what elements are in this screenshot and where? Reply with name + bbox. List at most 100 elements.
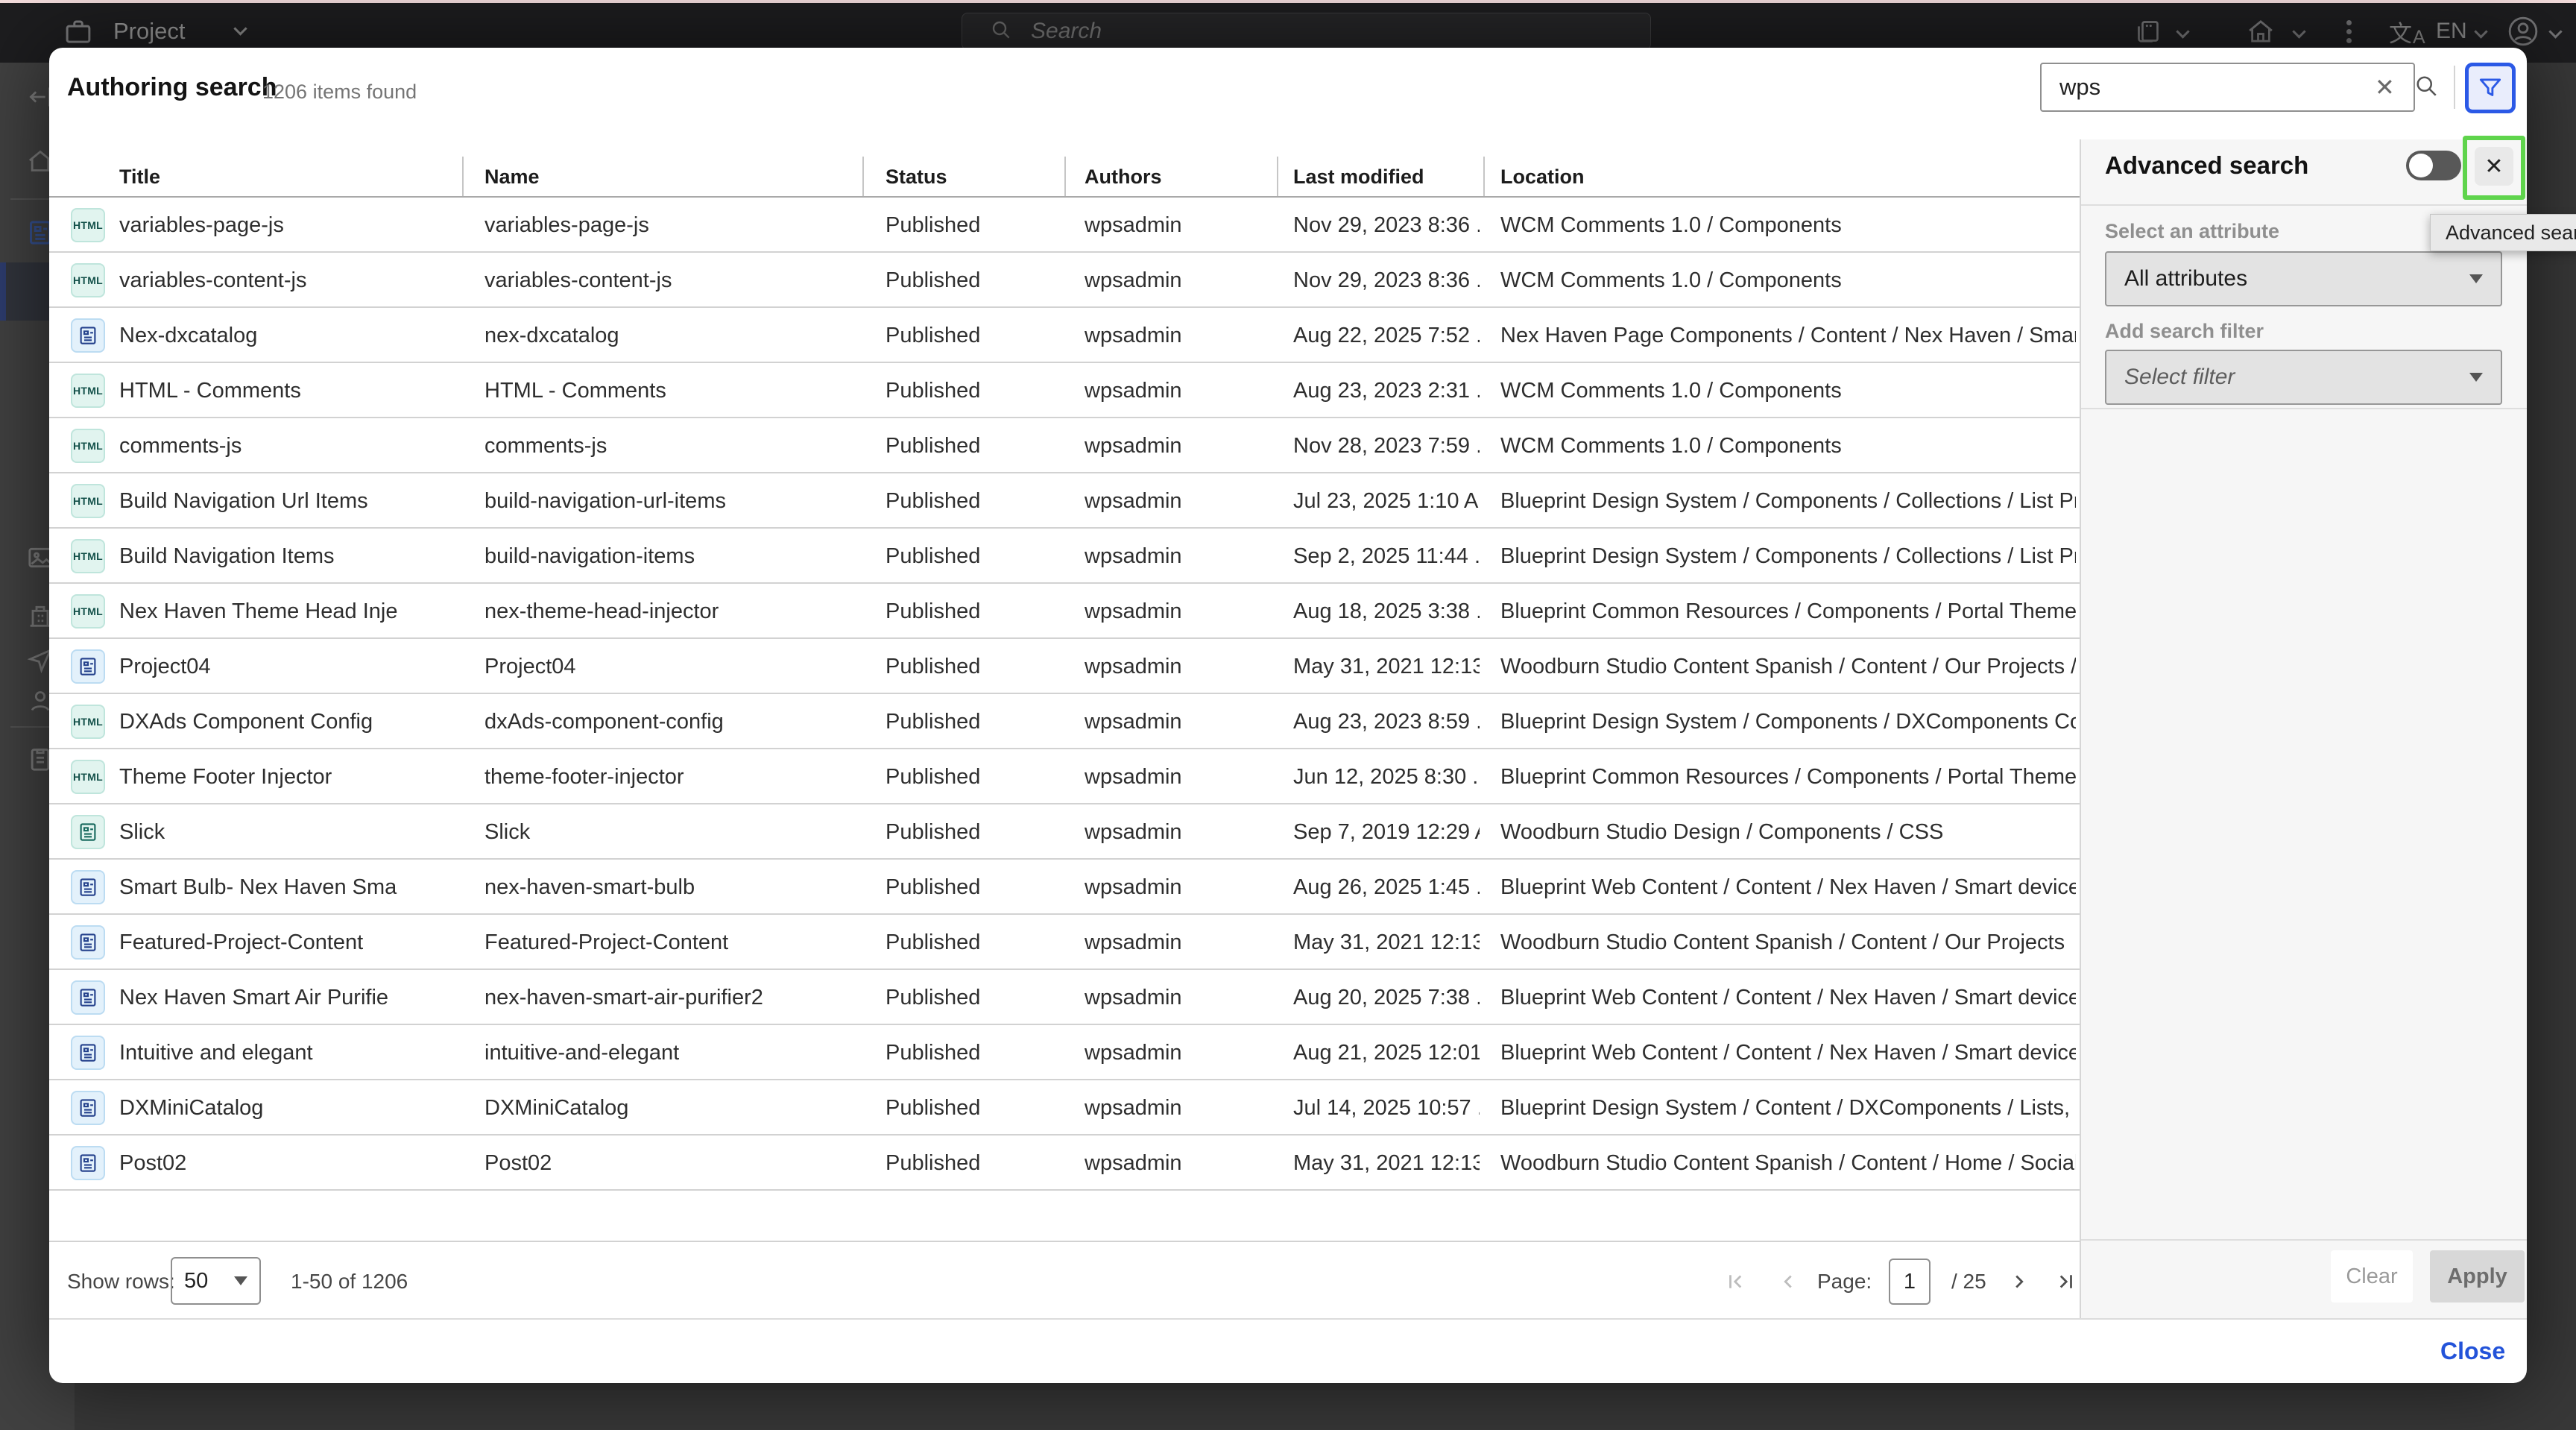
table-row[interactable]: HTML variables-content-js variables-cont…	[49, 253, 2080, 308]
row-status: Published	[886, 1095, 981, 1120]
row-authors: wpsadmin	[1085, 323, 1182, 347]
row-authors: wpsadmin	[1085, 764, 1182, 789]
table-row[interactable]: Nex Haven Smart Air Purifie nex-haven-sm…	[49, 970, 2080, 1025]
home-icon[interactable]	[2245, 0, 2276, 63]
row-location: WCM Comments 1.0 / Components	[1500, 378, 1842, 403]
table-row[interactable]: Slick Slick Published wpsadmin Sep 7, 20…	[49, 804, 2080, 860]
row-title: Slick	[119, 819, 165, 844]
row-location: Woodburn Studio Design / Components / CS…	[1500, 819, 1944, 844]
column-divider	[462, 157, 464, 197]
design-doc-icon	[71, 815, 105, 849]
row-title: Project04	[119, 654, 211, 678]
row-last-modified: Sep 7, 2019 12:29 A...	[1293, 819, 1480, 844]
apply-button[interactable]: Apply	[2430, 1250, 2525, 1303]
table-row[interactable]: HTML comments-js comments-js Published w…	[49, 418, 2080, 473]
dropdown-arrow-icon	[2469, 373, 2483, 382]
clear-button[interactable]: Clear	[2331, 1250, 2413, 1303]
advanced-search-filter-button[interactable]	[2465, 63, 2516, 113]
table-row[interactable]: Featured-Project-Content Featured-Projec…	[49, 915, 2080, 970]
column-header-location[interactable]: Location	[1500, 165, 1585, 188]
global-search-input[interactable]	[1031, 19, 1582, 44]
table-row[interactable]: HTML DXAds Component Config dxAds-compon…	[49, 694, 2080, 749]
panel-close-button[interactable]: ✕	[2475, 147, 2513, 186]
row-status: Published	[886, 709, 981, 734]
table-body: HTML variables-page-js variables-page-js…	[49, 198, 2080, 1191]
panel-divider	[2081, 408, 2527, 409]
row-location: Blueprint Web Content / Content / Nex Ha…	[1500, 1040, 2076, 1065]
rows-per-page-select[interactable]: 50	[171, 1257, 261, 1305]
row-name: comments-js	[484, 433, 607, 458]
table-row[interactable]: Post02 Post02 Published wpsadmin May 31,…	[49, 1136, 2080, 1191]
first-page-icon[interactable]	[1725, 1257, 1747, 1306]
funnel-icon	[2479, 78, 2501, 96]
page-number-input[interactable]	[1889, 1259, 1931, 1305]
table-row[interactable]: HTML variables-page-js variables-page-js…	[49, 198, 2080, 253]
table-row[interactable]: DXMiniCatalog DXMiniCatalog Published wp…	[49, 1080, 2080, 1136]
table-row[interactable]: HTML HTML - Comments HTML - Comments Pub…	[49, 363, 2080, 418]
row-name: Project04	[484, 654, 576, 678]
items-found-count: 1206 items found	[262, 81, 417, 103]
column-header-authors[interactable]: Authors	[1085, 165, 1162, 188]
search-icon[interactable]	[2413, 72, 2440, 103]
row-title: DXMiniCatalog	[119, 1095, 264, 1120]
table-row[interactable]: Smart Bulb- Nex Haven Sma nex-haven-smar…	[49, 860, 2080, 915]
table-row[interactable]: HTML Theme Footer Injector theme-footer-…	[49, 749, 2080, 804]
row-title: Featured-Project-Content	[119, 930, 364, 954]
table-row[interactable]: HTML Nex Haven Theme Head Inje nex-theme…	[49, 584, 2080, 639]
row-last-modified: Jun 12, 2025 8:30 ...	[1293, 764, 1480, 789]
account-avatar-icon[interactable]	[2506, 0, 2540, 63]
row-title: DXAds Component Config	[119, 709, 373, 734]
attribute-dropdown[interactable]: All attributes	[2105, 251, 2502, 306]
project-briefcase-icon	[63, 16, 94, 51]
row-location: Blueprint Design System / Content / DXCo…	[1500, 1095, 2076, 1120]
advanced-search-toggle[interactable]	[2406, 151, 2461, 180]
dialog-search-input[interactable]	[2042, 74, 2357, 101]
html-doc-icon: HTML	[71, 760, 105, 794]
column-header-modified[interactable]: Last modified	[1293, 165, 1424, 188]
html-doc-icon: HTML	[71, 374, 105, 408]
row-location: Blueprint Design System / Components / C…	[1500, 488, 2076, 513]
send-icon[interactable]	[25, 644, 55, 678]
person-icon[interactable]	[25, 686, 55, 719]
column-divider	[1064, 157, 1066, 197]
table-row[interactable]: HTML Build Navigation Items build-naviga…	[49, 529, 2080, 584]
dialog-title: Authoring search	[67, 73, 277, 101]
site-picker-icon[interactable]	[2133, 0, 2163, 63]
home-icon[interactable]	[25, 146, 55, 180]
content-doc-icon	[71, 925, 105, 960]
language-label[interactable]: EN	[2436, 19, 2467, 43]
row-title: Theme Footer Injector	[119, 764, 332, 789]
column-header-title[interactable]: Title	[119, 165, 161, 188]
building-icon[interactable]	[25, 601, 55, 634]
clear-search-icon[interactable]: ✕	[2375, 74, 2395, 101]
content-doc-icon	[71, 870, 105, 904]
table-row[interactable]: Project04 Project04 Published wpsadmin M…	[49, 639, 2080, 694]
row-name: nex-theme-head-injector	[484, 599, 719, 623]
chevron-down-icon[interactable]	[2548, 0, 2563, 63]
row-last-modified: Sep 2, 2025 11:44 ...	[1293, 544, 1480, 568]
column-header-name[interactable]: Name	[484, 165, 540, 188]
row-status: Published	[886, 212, 981, 237]
table-row[interactable]: HTML Build Navigation Url Items build-na…	[49, 473, 2080, 529]
panel-divider	[2081, 204, 2527, 206]
dialog-search-box[interactable]: ✕	[2040, 63, 2437, 112]
table-row[interactable]: Nex-dxcatalog nex-dxcatalog Published wp…	[49, 308, 2080, 363]
project-menu[interactable]: Project	[113, 18, 186, 44]
row-authors: wpsadmin	[1085, 1150, 1182, 1175]
column-header-status[interactable]: Status	[886, 165, 947, 188]
row-title: comments-js	[119, 433, 242, 458]
global-search-box[interactable]	[962, 13, 1651, 50]
previous-page-icon[interactable]	[1777, 1257, 1799, 1306]
row-name: dxAds-component-config	[484, 709, 724, 734]
row-location: Blueprint Web Content / Content / Nex Ha…	[1500, 875, 2076, 899]
authoring-search-dialog: Authoring search 1206 items found ✕ Titl…	[49, 48, 2576, 1383]
last-page-icon[interactable]	[2054, 1257, 2077, 1306]
clipboard-icon[interactable]	[25, 744, 55, 778]
filter-dropdown[interactable]: Select filter	[2105, 350, 2502, 405]
table-row[interactable]: Intuitive and elegant intuitive-and-eleg…	[49, 1025, 2080, 1080]
kebab-menu-icon[interactable]	[2346, 0, 2352, 63]
close-dialog-link[interactable]: Close	[2440, 1338, 2506, 1364]
next-page-icon[interactable]	[2008, 1257, 2030, 1306]
row-authors: wpsadmin	[1085, 378, 1182, 403]
